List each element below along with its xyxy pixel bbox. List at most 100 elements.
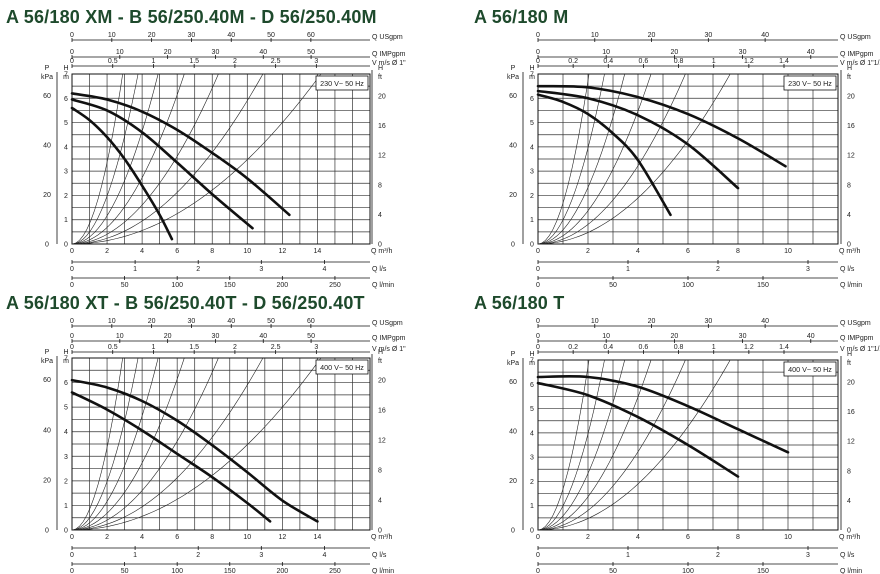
bottom-tick-label: 1 bbox=[133, 266, 137, 273]
top-tick-label: 20 bbox=[164, 333, 172, 340]
system-curve bbox=[537, 359, 590, 531]
y-tick-label: 7 bbox=[530, 72, 534, 79]
kpa-axis-label: P bbox=[45, 349, 50, 356]
h-axis-label: H bbox=[63, 65, 68, 72]
x-tick-label: 0 bbox=[70, 534, 74, 541]
y-tick-label: 1 bbox=[64, 217, 68, 224]
kpa-axis-label: kPa bbox=[507, 360, 519, 367]
bottom-tick-label: 150 bbox=[224, 568, 236, 574]
top-tick-label: 50 bbox=[307, 49, 315, 56]
pump-curve bbox=[536, 84, 787, 168]
bottom-tick-label: 100 bbox=[682, 282, 694, 289]
bottom-tick-label: 3 bbox=[806, 266, 810, 273]
top-axis-label: V m/s Ø 1" bbox=[372, 346, 406, 353]
ft-tick-label: 0 bbox=[378, 242, 382, 249]
y-tick-label: 0 bbox=[530, 242, 534, 249]
top-tick-label: 30 bbox=[212, 333, 220, 340]
bottom-tick-label: 2 bbox=[716, 552, 720, 559]
ft-axis-label: H bbox=[378, 65, 383, 72]
voltage-frame bbox=[783, 75, 837, 91]
top-tick-label: 50 bbox=[267, 32, 275, 39]
top-tick-label: 0.2 bbox=[568, 344, 578, 351]
y-tick-label: 0 bbox=[64, 528, 68, 535]
y-tick-label: 0 bbox=[530, 528, 534, 535]
ft-tick-label: 12 bbox=[847, 439, 855, 446]
x-tick-label: 2 bbox=[586, 534, 590, 541]
h-axis-label: m bbox=[63, 358, 69, 365]
system-curve bbox=[537, 359, 605, 531]
x-tick-label: 8 bbox=[210, 248, 214, 255]
top-tick-label: 1.5 bbox=[189, 58, 199, 65]
bottom-tick-label: 1 bbox=[133, 552, 137, 559]
system-curve bbox=[71, 73, 219, 245]
top-tick-label: 0 bbox=[70, 49, 74, 56]
x-axis-label: Q m³/h bbox=[839, 248, 860, 255]
kpa-tick-label: 0 bbox=[45, 528, 49, 535]
top-tick-label: 0 bbox=[70, 58, 74, 65]
y-tick-label: 7 bbox=[64, 356, 68, 363]
top-tick-label: 0 bbox=[536, 58, 540, 65]
top-tick-label: 0 bbox=[70, 344, 74, 351]
bottom-tick-label: 3 bbox=[259, 266, 263, 273]
system-curve bbox=[537, 73, 605, 245]
chart-title: A 56/180 T bbox=[474, 293, 565, 313]
top-tick-label: 40 bbox=[807, 333, 815, 340]
top-tick-label: 1 bbox=[712, 58, 716, 65]
system-curve bbox=[537, 73, 625, 245]
y-tick-label: 6 bbox=[530, 382, 534, 389]
bottom-tick-label: 0 bbox=[70, 552, 74, 559]
bottom-tick-label: 2 bbox=[196, 266, 200, 273]
pump-curve bbox=[70, 92, 291, 217]
bottom-tick-label: 4 bbox=[322, 266, 326, 273]
kpa-tick-label: 40 bbox=[43, 427, 51, 434]
voltage-label: 400 V~ 50 Hz bbox=[788, 365, 832, 374]
system-curve bbox=[71, 357, 159, 531]
voltage-box: 230 V~ 50 Hz bbox=[315, 75, 369, 91]
bottom-axis-label: Q l/min bbox=[372, 282, 394, 289]
top-tick-label: 20 bbox=[148, 32, 156, 39]
bottom-axis-label: Q l/s bbox=[372, 266, 387, 273]
y-tick-label: 1 bbox=[530, 503, 534, 510]
chart-panel: 0 2 4 6 8 10 Q m³/h012345670204060PkPaHm048121… bbox=[507, 318, 880, 574]
h-axis-label: H bbox=[63, 349, 68, 356]
ft-tick-label: 4 bbox=[847, 212, 851, 219]
system-curve bbox=[537, 359, 652, 531]
y-tick-label: 0 bbox=[64, 242, 68, 249]
top-tick-label: 40 bbox=[227, 32, 235, 39]
top-tick-label: 0.4 bbox=[603, 58, 613, 65]
x-tick-label: 4 bbox=[140, 534, 144, 541]
top-tick-label: 0.6 bbox=[639, 344, 649, 351]
y-tick-label: 1 bbox=[64, 503, 68, 510]
bottom-tick-label: 250 bbox=[329, 282, 341, 289]
x-tick-label: 2 bbox=[586, 248, 590, 255]
top-tick-label: 0 bbox=[70, 333, 74, 340]
x-tick-label: 8 bbox=[736, 248, 740, 255]
top-axis-label: Q IMPgpm bbox=[840, 51, 874, 58]
y-tick-label: 6 bbox=[64, 96, 68, 103]
top-tick-label: 1.2 bbox=[744, 58, 754, 65]
ft-tick-label: 0 bbox=[847, 528, 851, 535]
bottom-axis-label: Q l/min bbox=[840, 568, 862, 574]
ft-tick-label: 20 bbox=[378, 93, 386, 100]
voltage-label: 230 V~ 50 Hz bbox=[320, 79, 364, 88]
ft-tick-label: 12 bbox=[378, 438, 386, 445]
x-tick-label: 6 bbox=[686, 248, 690, 255]
y-tick-label: 5 bbox=[530, 120, 534, 127]
system-curve bbox=[71, 357, 123, 531]
h-axis-label: H bbox=[529, 351, 534, 358]
pump-curve bbox=[70, 378, 319, 523]
top-axis-label: V m/s Ø 1"1/2 bbox=[840, 60, 880, 67]
x-tick-label: 14 bbox=[314, 534, 322, 541]
bottom-tick-label: 150 bbox=[757, 282, 769, 289]
pump-curve bbox=[536, 93, 672, 217]
system-curve bbox=[71, 73, 264, 245]
h-axis-label: m bbox=[63, 74, 69, 81]
bottom-tick-label: 0 bbox=[536, 568, 540, 574]
y-tick-label: 3 bbox=[64, 169, 68, 176]
ft-tick-label: 4 bbox=[378, 498, 382, 505]
chart-panel: 0 2 4 6 8 10 12 14 Q m³/h012345670204060PkPaHm04… bbox=[41, 318, 406, 574]
top-tick-label: 60 bbox=[307, 32, 315, 39]
top-tick-label: 40 bbox=[259, 333, 267, 340]
bottom-tick-label: 100 bbox=[682, 568, 694, 574]
pump-curve bbox=[536, 89, 740, 190]
